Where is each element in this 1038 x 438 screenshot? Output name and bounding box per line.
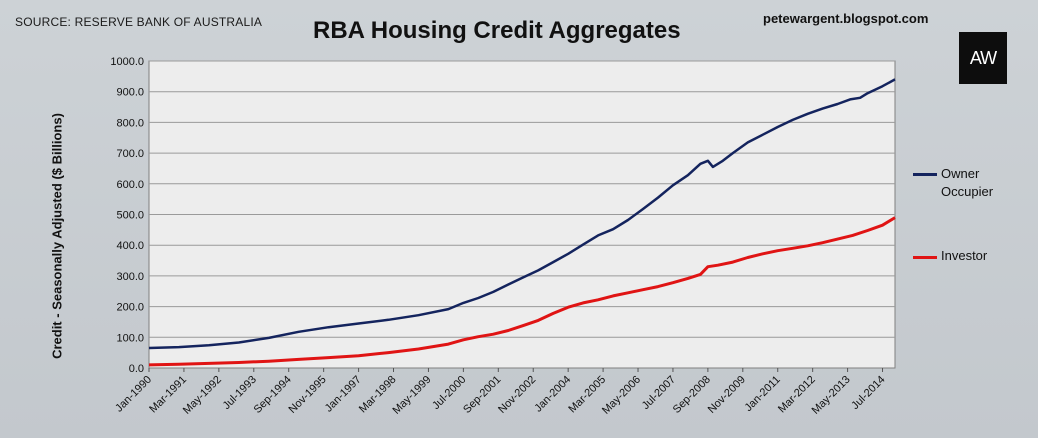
x-tick-label: Nov-2002 <box>496 374 538 416</box>
y-tick-label: 400.0 <box>116 240 144 252</box>
source-note: SOURCE: RESERVE BANK OF AUSTRALIA <box>15 15 263 29</box>
x-tick-label: Jul-2014 <box>849 374 887 412</box>
aw-logo: AW <box>959 32 1007 84</box>
chart-title: RBA Housing Credit Aggregates <box>313 17 681 44</box>
series-line-investor <box>148 216 896 367</box>
x-tick-label: May-2006 <box>600 374 643 417</box>
series-line-owner-occupier <box>148 78 896 350</box>
legend-swatch-owner-occupier <box>913 173 937 176</box>
legend-swatch-investor <box>913 256 937 259</box>
y-tick-label: 100.0 <box>116 332 144 344</box>
y-tick-label: 700.0 <box>116 148 144 160</box>
y-tick-label: 0.0 <box>129 363 144 375</box>
y-tick-label: 200.0 <box>116 302 144 314</box>
blog-url: petewargent.blogspot.com <box>763 11 929 26</box>
legend-label-owner-occupier: Owner Occupier <box>941 166 994 199</box>
x-tick-label: May-1999 <box>390 374 433 417</box>
y-axis-label: Credit - Seasonally Adjusted ($ Billions… <box>49 113 65 359</box>
x-tick-label: Nov-2009 <box>706 374 748 416</box>
y-tick-label: 1000.0 <box>110 56 144 68</box>
y-tick-label: 500.0 <box>116 210 144 222</box>
y-tick-label: 800.0 <box>116 117 144 129</box>
y-tick-label: 900.0 <box>116 87 144 99</box>
y-tick-label: 300.0 <box>116 271 144 283</box>
x-tick-label: Nov-1995 <box>287 374 329 416</box>
x-tick-label: May-2013 <box>810 374 853 417</box>
y-tick-label: 600.0 <box>116 179 144 191</box>
legend-label-investor: Investor <box>941 248 988 263</box>
x-tick-label: May-1992 <box>181 374 224 417</box>
